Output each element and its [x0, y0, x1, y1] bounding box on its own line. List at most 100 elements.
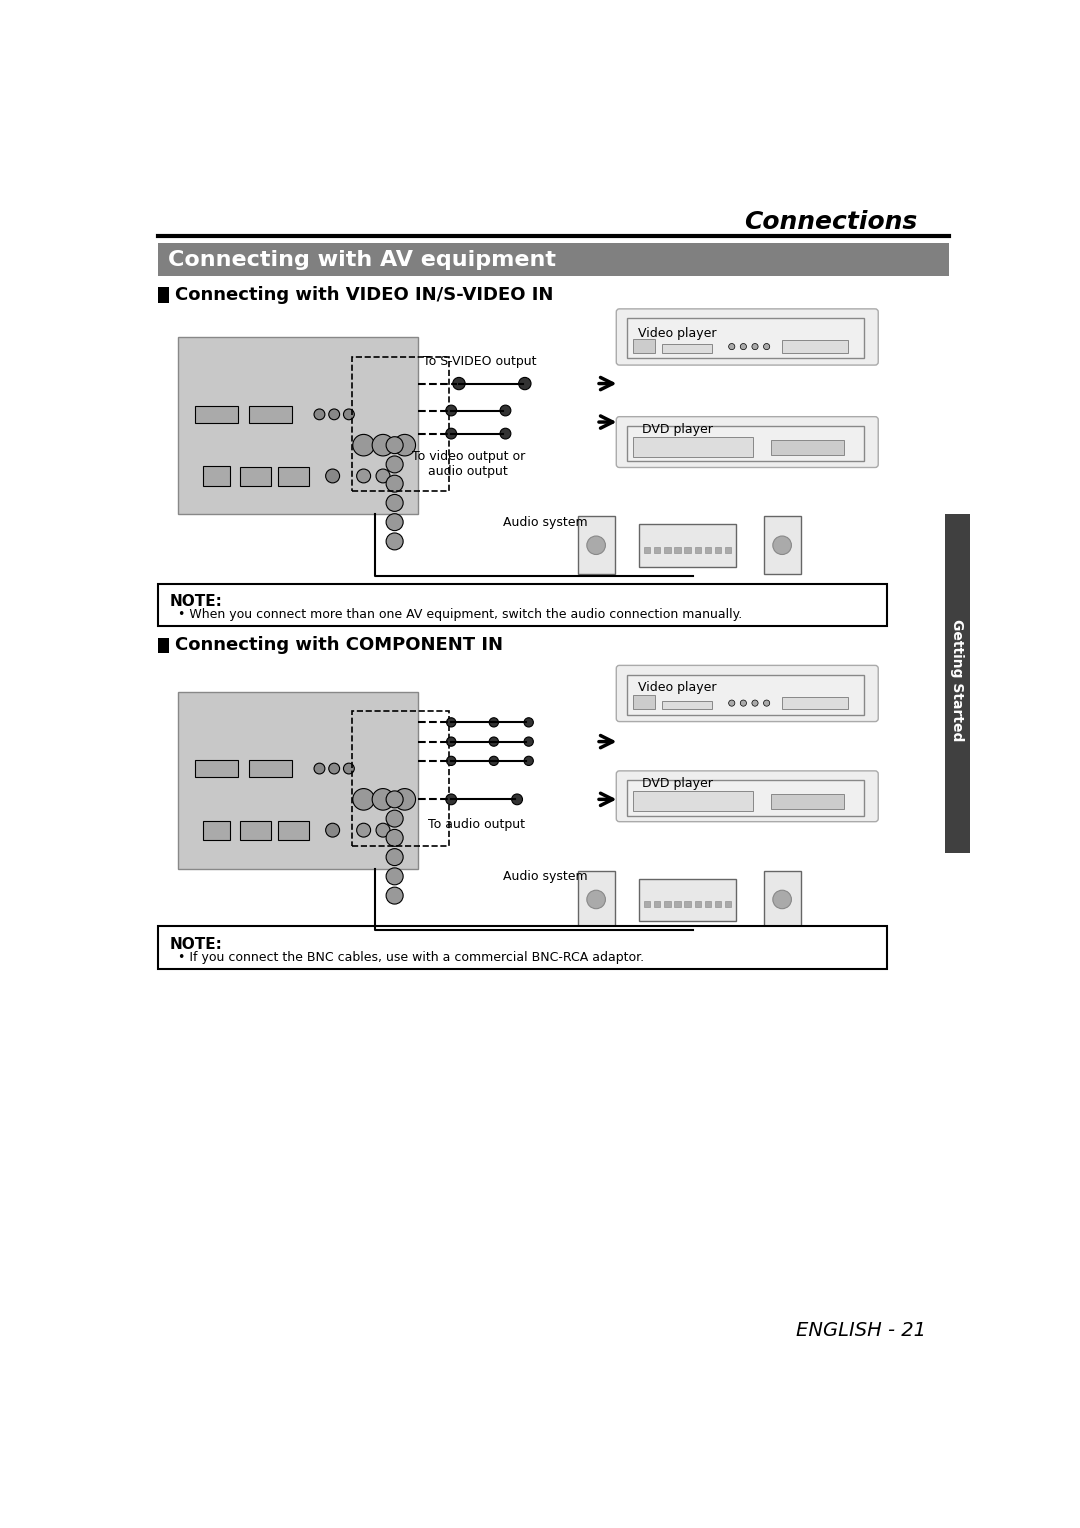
Circle shape [356, 469, 370, 483]
Circle shape [314, 762, 325, 775]
Bar [633, 695, 656, 709]
Bar [715, 547, 721, 553]
Bar [195, 406, 238, 423]
Bar [638, 879, 735, 921]
Circle shape [343, 762, 354, 775]
Bar [694, 547, 701, 553]
Bar [694, 902, 701, 908]
Text: Getting Started: Getting Started [950, 619, 964, 741]
Bar [352, 711, 449, 845]
Circle shape [524, 718, 534, 727]
Circle shape [326, 824, 339, 837]
Circle shape [394, 788, 416, 810]
Bar [664, 547, 671, 553]
Circle shape [446, 428, 457, 439]
Bar [782, 341, 848, 353]
Text: • If you connect the BNC cables, use with a commercial BNC-RCA adaptor.: • If you connect the BNC cables, use wit… [177, 950, 644, 964]
Bar [195, 759, 238, 778]
Circle shape [394, 434, 416, 455]
Bar [685, 547, 691, 553]
Circle shape [446, 736, 456, 746]
Bar [664, 902, 671, 908]
Text: • When you connect more than one AV equipment, switch the audio connection manua: • When you connect more than one AV equi… [177, 608, 742, 620]
FancyBboxPatch shape [617, 417, 878, 468]
Circle shape [387, 533, 403, 550]
Circle shape [752, 344, 758, 350]
Bar [279, 821, 309, 840]
Bar [352, 356, 449, 492]
Bar [764, 871, 800, 929]
Text: Connections: Connections [744, 209, 918, 234]
Bar [240, 821, 271, 840]
Circle shape [387, 495, 403, 512]
FancyBboxPatch shape [617, 309, 878, 365]
Bar [203, 821, 230, 840]
Circle shape [752, 700, 758, 706]
Circle shape [356, 824, 370, 837]
Circle shape [446, 718, 456, 727]
Bar [685, 902, 691, 908]
Bar [159, 584, 887, 626]
Bar [945, 515, 971, 853]
Text: DVD player: DVD player [643, 778, 713, 790]
Text: To audio output: To audio output [428, 819, 525, 831]
Bar [627, 781, 864, 816]
Bar [633, 339, 656, 353]
Bar [654, 547, 661, 553]
Circle shape [387, 830, 403, 847]
Circle shape [343, 410, 354, 420]
Circle shape [387, 888, 403, 905]
Circle shape [729, 700, 734, 706]
Text: Video player: Video player [638, 327, 717, 341]
Bar [159, 243, 948, 275]
Bar [704, 547, 711, 553]
Text: ENGLISH - 21: ENGLISH - 21 [796, 1322, 926, 1340]
Bar [782, 697, 848, 709]
Circle shape [740, 344, 746, 350]
Circle shape [764, 344, 770, 350]
Circle shape [328, 410, 339, 420]
Circle shape [326, 469, 339, 483]
Bar [633, 437, 754, 457]
Bar [662, 344, 713, 353]
Bar [159, 287, 170, 303]
Circle shape [446, 405, 457, 416]
Bar [674, 902, 680, 908]
Circle shape [376, 469, 390, 483]
Circle shape [586, 536, 606, 555]
Circle shape [512, 795, 523, 805]
Bar [725, 547, 731, 553]
Circle shape [387, 792, 403, 808]
Bar [764, 516, 800, 575]
Circle shape [453, 377, 465, 390]
Circle shape [524, 736, 534, 746]
Text: Connecting with VIDEO IN/S-VIDEO IN: Connecting with VIDEO IN/S-VIDEO IN [175, 286, 554, 304]
Circle shape [500, 428, 511, 439]
Circle shape [387, 810, 403, 827]
Bar [249, 406, 292, 423]
Bar [662, 701, 713, 709]
Circle shape [376, 824, 390, 837]
Circle shape [489, 718, 499, 727]
Circle shape [446, 795, 457, 805]
Bar [704, 902, 711, 908]
Circle shape [518, 377, 531, 390]
Circle shape [489, 756, 499, 766]
Text: To video output or
audio output: To video output or audio output [411, 451, 525, 478]
Circle shape [387, 513, 403, 530]
Bar [674, 547, 680, 553]
Circle shape [740, 700, 746, 706]
Text: To S-VIDEO output: To S-VIDEO output [423, 356, 537, 368]
Bar [654, 902, 661, 908]
Text: Audio system: Audio system [503, 515, 589, 529]
Bar [770, 795, 845, 810]
Bar [177, 338, 418, 515]
Bar [203, 466, 230, 486]
Bar [159, 637, 170, 652]
Bar [159, 926, 887, 969]
Bar [644, 902, 650, 908]
Circle shape [387, 437, 403, 454]
Bar [177, 692, 418, 868]
Bar [240, 466, 271, 486]
Circle shape [524, 756, 534, 766]
